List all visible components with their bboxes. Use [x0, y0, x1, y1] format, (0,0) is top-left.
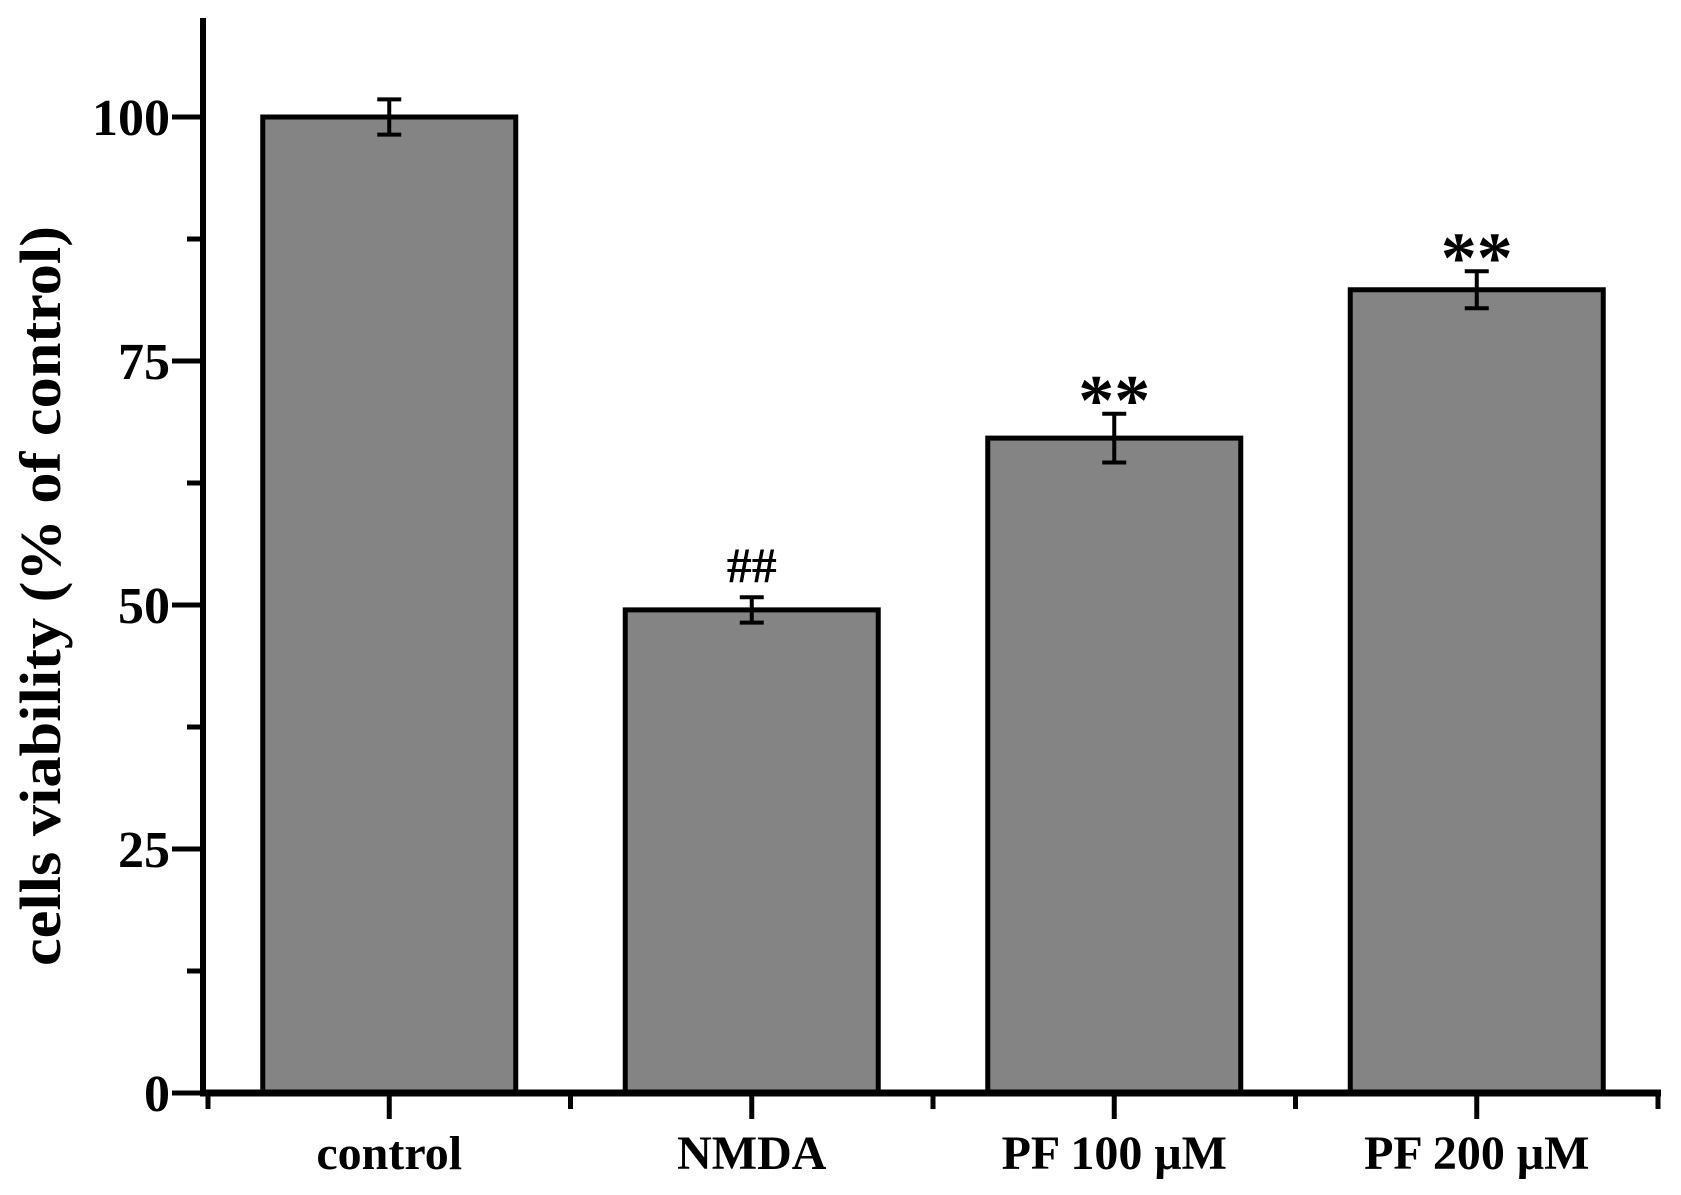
significance-annotation: ** — [1441, 218, 1513, 298]
x-tick-label: control — [316, 1127, 462, 1180]
x-tick-label: PF 200 μM — [1364, 1127, 1589, 1180]
y-tick-label: 100 — [92, 90, 170, 147]
significance-annotation: ** — [1078, 361, 1150, 441]
x-tick-label: NMDA — [677, 1127, 827, 1180]
bar — [985, 435, 1244, 1096]
y-tick-label: 25 — [118, 822, 170, 879]
bar — [622, 607, 881, 1096]
y-tick-label: 75 — [118, 334, 170, 391]
y-tick-label: 0 — [144, 1066, 170, 1123]
y-axis-title: cells viability (% of control) — [8, 226, 73, 966]
bar — [260, 114, 519, 1096]
x-tick-label: PF 100 μM — [1002, 1127, 1227, 1180]
bar — [1347, 287, 1606, 1096]
significance-annotation: ## — [727, 537, 777, 593]
y-tick-label: 50 — [118, 578, 170, 635]
